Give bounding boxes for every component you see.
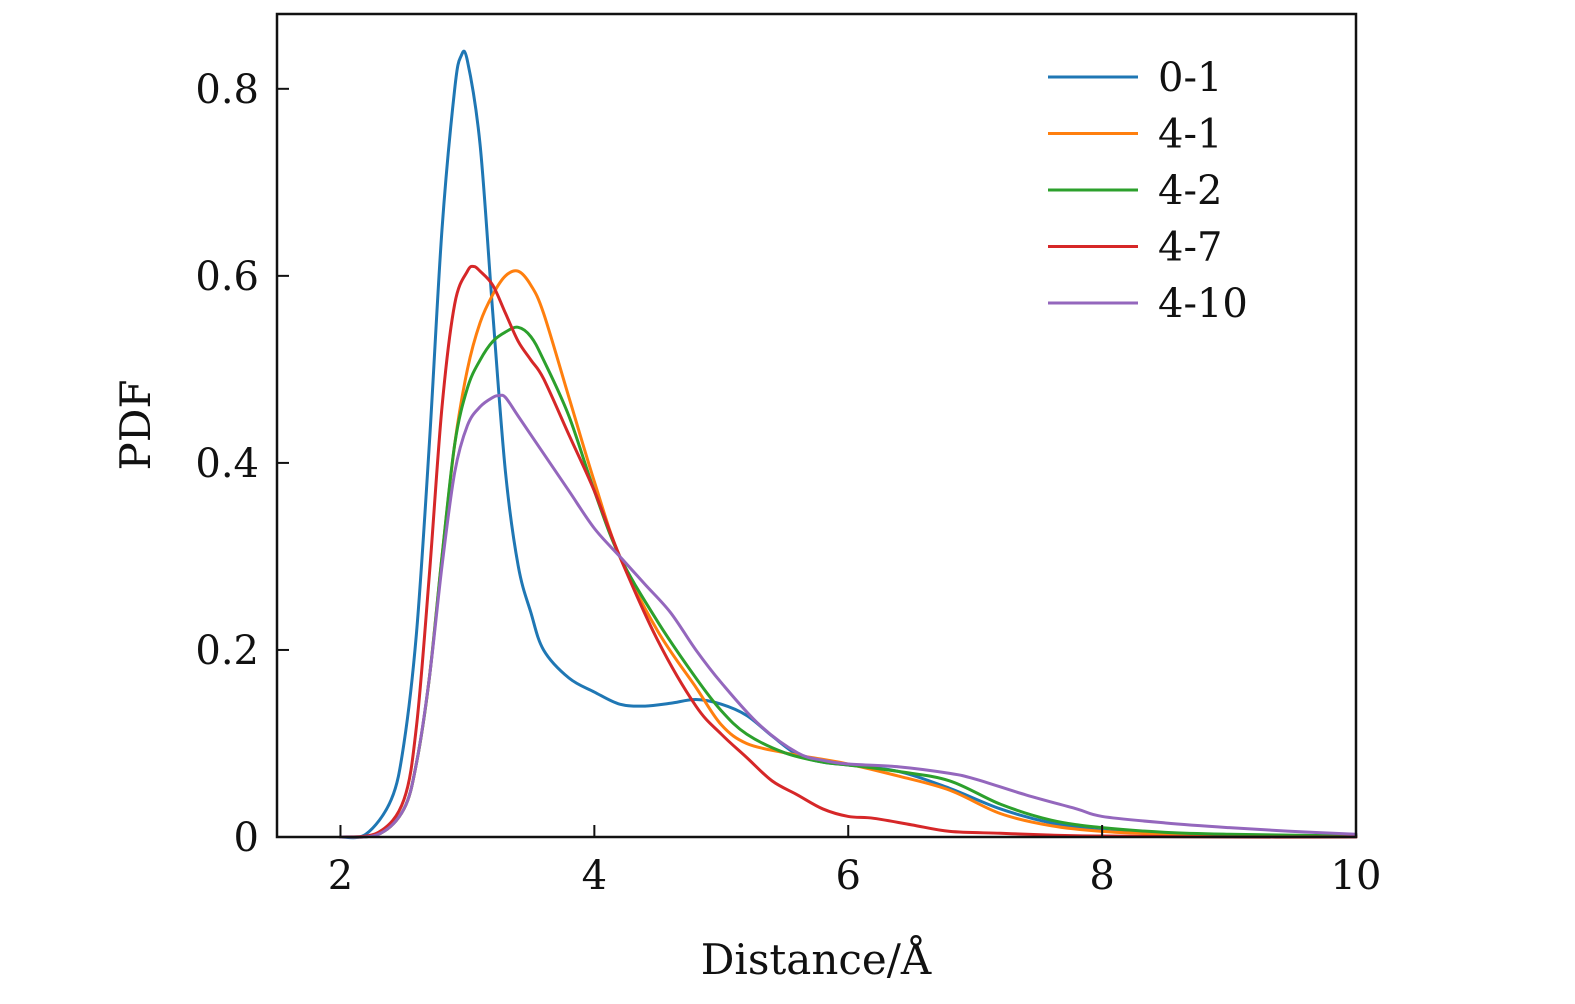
x-tick-label: 10 <box>1331 853 1382 899</box>
x-axis-ticks: 2 4 6 8 10 <box>328 825 1382 899</box>
y-axis-title: PDF <box>111 379 160 470</box>
x-axis-title: Distance/Å <box>701 934 932 984</box>
legend-label-4-10: 4-10 <box>1158 281 1248 327</box>
x-tick-label: 4 <box>582 853 607 899</box>
y-tick-label: 0.2 <box>195 628 259 674</box>
series-line-4-2 <box>338 325 1358 839</box>
legend-label-0-1: 0-1 <box>1158 55 1222 101</box>
x-tick-label: 2 <box>328 853 353 899</box>
legend-label-4-2: 4-2 <box>1158 168 1222 214</box>
x-tick-label: 6 <box>836 853 861 899</box>
series-line-4-1 <box>338 269 1358 839</box>
y-axis-ticks: 0 0.2 0.4 0.6 0.8 <box>195 67 289 861</box>
legend-label-4-7: 4-7 <box>1158 225 1222 271</box>
plot-lines-group <box>338 49 1358 840</box>
series-line-4-7 <box>338 264 1358 839</box>
legend: 0-1 4-1 4-2 4-7 4-10 <box>1048 55 1248 327</box>
y-tick-label: 0.4 <box>195 441 259 487</box>
series-line-0-1 <box>338 49 1358 840</box>
y-tick-label: 0 <box>234 815 259 861</box>
y-tick-label: 0.6 <box>195 254 259 300</box>
series-line-4-10 <box>338 393 1358 839</box>
x-tick-label: 8 <box>1089 853 1114 899</box>
y-tick-label: 0.8 <box>195 67 259 113</box>
legend-label-4-1: 4-1 <box>1158 112 1222 158</box>
plot-frame <box>275 12 1358 839</box>
